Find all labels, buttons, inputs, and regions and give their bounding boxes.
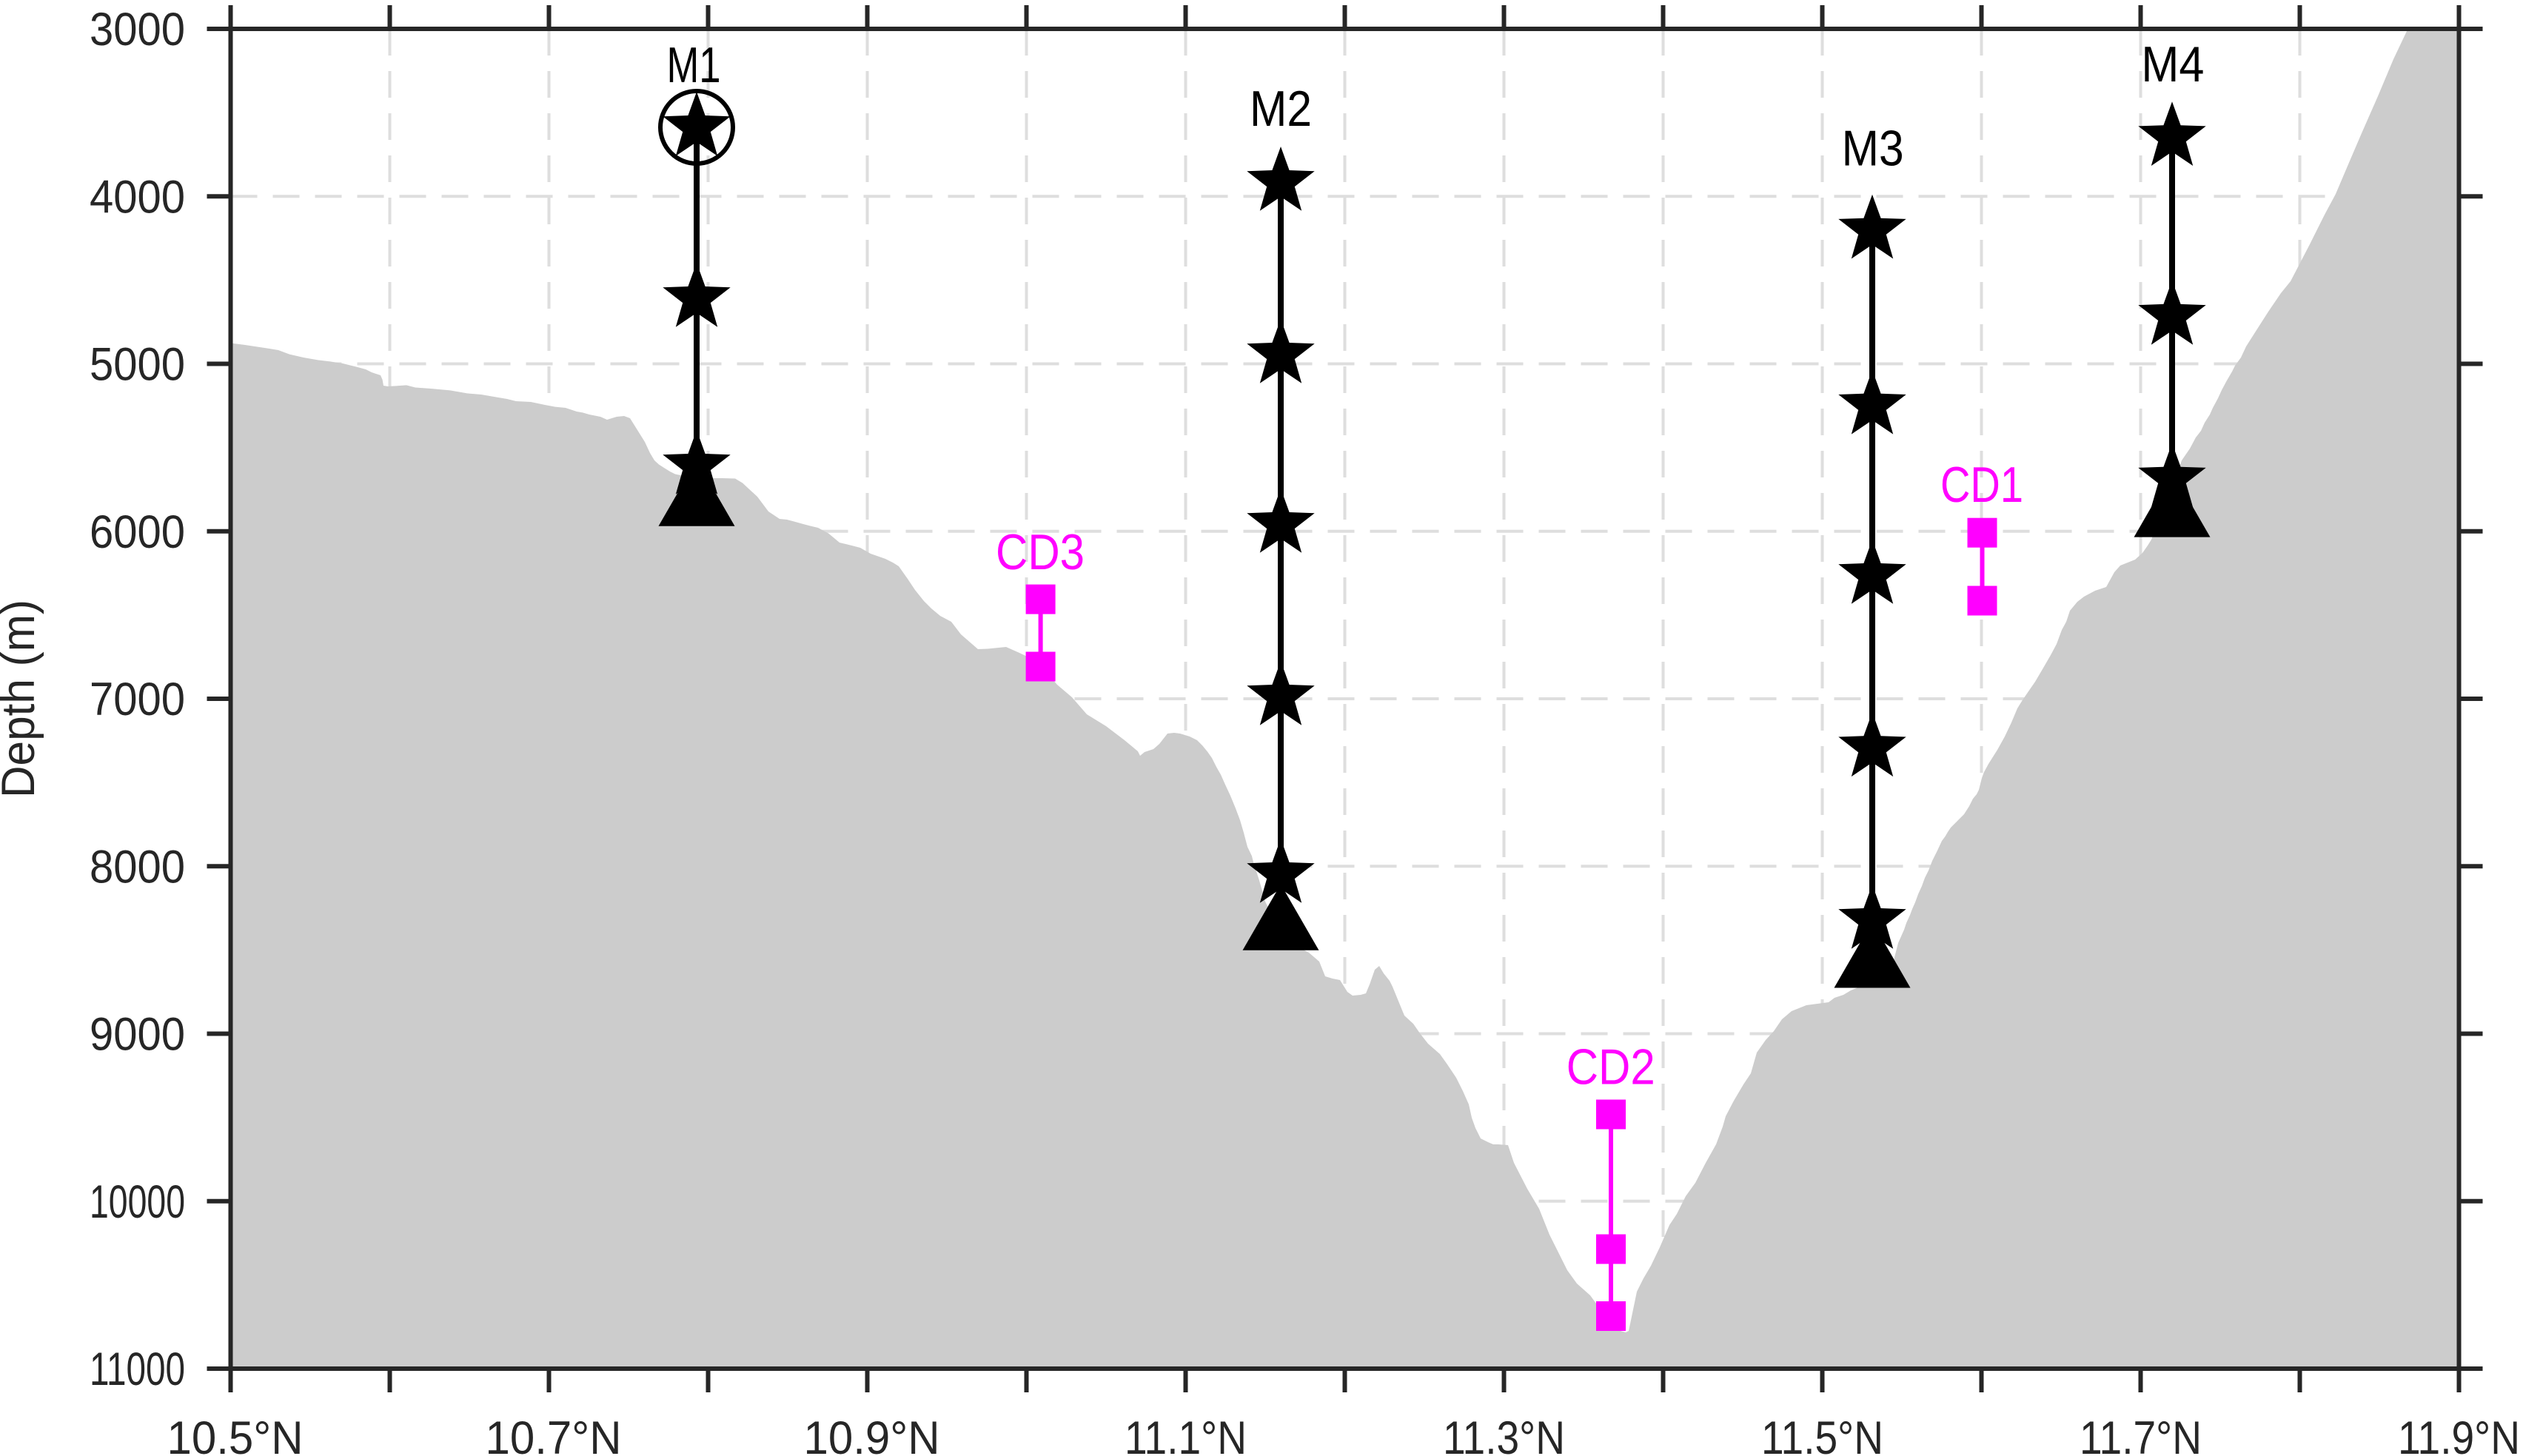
svg-text:7000: 7000 [90, 674, 185, 725]
svg-text:10.7°N: 10.7°N [486, 1412, 622, 1456]
svg-text:10000: 10000 [90, 1176, 185, 1228]
svg-text:CD1: CD1 [1940, 457, 2023, 513]
svg-text:10.5°N: 10.5°N [167, 1412, 304, 1456]
svg-text:11.5°N: 11.5°N [1761, 1412, 1883, 1456]
svg-text:M4: M4 [2141, 36, 2204, 93]
svg-text:Depth (m): Depth (m) [0, 600, 44, 798]
svg-text:10.9°N: 10.9°N [804, 1412, 940, 1456]
svg-text:11000: 11000 [90, 1343, 185, 1395]
svg-text:11.9°N: 11.9°N [2398, 1412, 2520, 1456]
svg-text:11.7°N: 11.7°N [2080, 1412, 2202, 1456]
svg-text:11.3°N: 11.3°N [1443, 1412, 1565, 1456]
svg-text:M2: M2 [1250, 81, 1312, 137]
svg-text:M1: M1 [667, 37, 721, 93]
svg-text:4000: 4000 [90, 171, 185, 223]
svg-text:3000: 3000 [90, 4, 185, 56]
svg-text:CD3: CD3 [996, 524, 1085, 580]
svg-text:6000: 6000 [90, 506, 185, 558]
svg-text:11.1°N: 11.1°N [1125, 1412, 1247, 1456]
svg-text:5000: 5000 [90, 339, 185, 391]
svg-text:9000: 9000 [90, 1009, 185, 1061]
svg-text:M3: M3 [1842, 121, 1904, 177]
svg-text:CD2: CD2 [1567, 1039, 1655, 1096]
svg-text:8000: 8000 [90, 841, 185, 893]
